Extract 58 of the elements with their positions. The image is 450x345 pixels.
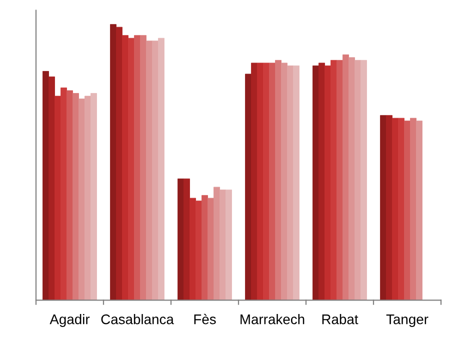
x-tick-label: Agadir [50, 314, 90, 327]
bar [72, 93, 79, 300]
bar [226, 190, 232, 300]
bar [281, 62, 288, 300]
bar [48, 76, 55, 300]
bar [54, 96, 61, 300]
bar [318, 62, 325, 300]
bar [392, 118, 398, 300]
bar [134, 35, 140, 300]
bar [152, 40, 158, 300]
bar [184, 178, 190, 300]
bar [116, 26, 122, 300]
bar [263, 62, 270, 300]
bar [398, 118, 404, 300]
bar [360, 60, 367, 300]
bar [251, 62, 258, 300]
bar [208, 198, 214, 300]
bar [416, 120, 422, 300]
x-tick-label: Tanger [386, 314, 428, 327]
bar [312, 66, 319, 300]
bar [293, 66, 300, 300]
bar [42, 71, 49, 300]
bar [386, 115, 392, 300]
bar [190, 198, 196, 300]
bar [348, 57, 355, 300]
bar [220, 190, 226, 300]
bar [196, 200, 202, 300]
bar [146, 40, 152, 300]
bar [202, 195, 208, 300]
bar [342, 54, 349, 300]
bar [158, 38, 164, 300]
bar [90, 93, 97, 300]
x-tick-label: Marrakech [240, 314, 304, 324]
bar [287, 66, 294, 300]
bar [410, 118, 416, 300]
bar [60, 88, 67, 300]
x-tick-label: Rabat [322, 314, 358, 324]
bar [324, 66, 331, 300]
bar [257, 62, 264, 300]
x-tick-label: Casablanca [101, 314, 174, 324]
bar [110, 24, 116, 300]
x-tick-label: Fès [194, 314, 216, 324]
bar [214, 186, 220, 300]
bar [380, 115, 386, 300]
bar [354, 60, 361, 300]
bar [336, 60, 343, 300]
bar [84, 96, 91, 300]
bar [330, 60, 337, 300]
bar [269, 62, 276, 300]
bar [275, 60, 282, 300]
bar [178, 178, 184, 300]
bar [122, 35, 128, 300]
bar [78, 98, 85, 300]
bar [140, 35, 146, 300]
bar [128, 38, 134, 300]
bar [66, 90, 73, 300]
bar [404, 120, 410, 300]
bar [245, 74, 252, 300]
